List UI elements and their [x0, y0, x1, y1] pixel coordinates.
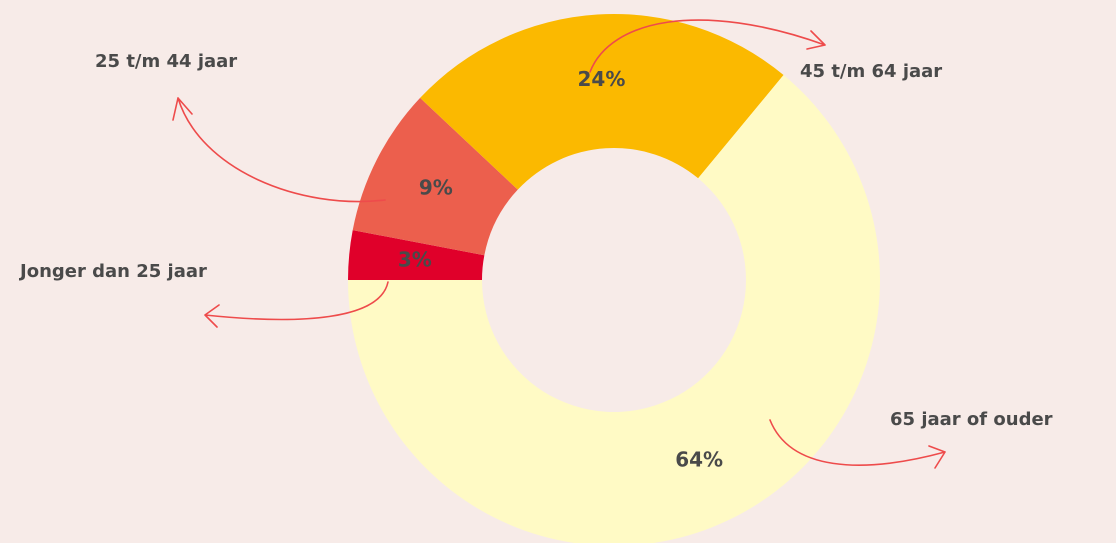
- slice: [348, 230, 485, 280]
- slice: [348, 75, 880, 543]
- arrows: [172, 19, 946, 469]
- value-label: 9%: [419, 176, 453, 200]
- arrow: [204, 281, 389, 328]
- value-label: 24%: [578, 67, 626, 91]
- arrow: [172, 97, 386, 203]
- value-label: 3%: [398, 248, 432, 272]
- slice: [420, 14, 784, 190]
- category-label: 65 jaar of ouder: [890, 409, 1053, 430]
- arrow: [589, 19, 826, 73]
- category-label: Jonger dan 25 jaar: [18, 261, 207, 282]
- slice: [352, 97, 518, 256]
- category-label: 25 t/m 44 jaar: [95, 51, 237, 72]
- donut: [348, 14, 880, 543]
- value-label: 64%: [675, 447, 723, 471]
- category-label: 45 t/m 64 jaar: [800, 61, 942, 82]
- arrow: [769, 419, 946, 469]
